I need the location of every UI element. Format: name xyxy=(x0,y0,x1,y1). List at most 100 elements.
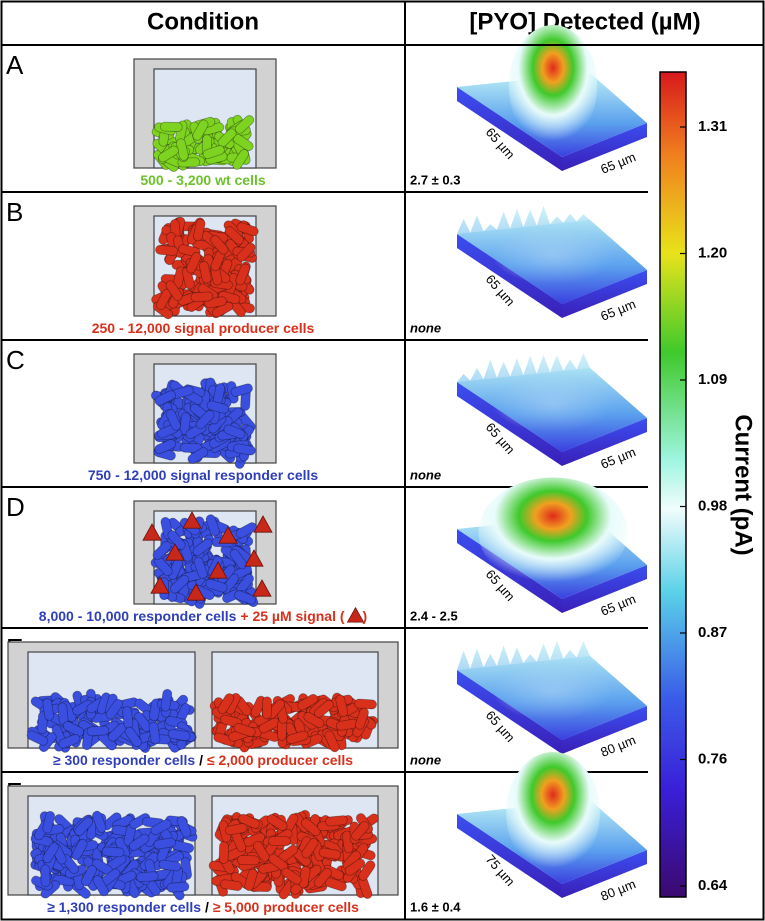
caption: ≥ 1,300 responder cells / ≥ 5,000 produc… xyxy=(47,899,359,915)
cell xyxy=(199,260,212,284)
signal-triangle xyxy=(150,576,170,594)
cell xyxy=(129,813,151,830)
cell xyxy=(192,218,206,242)
cell xyxy=(324,730,340,753)
cell-cluster xyxy=(150,514,259,610)
caption-part: 8,000 - 10,000 responder cells xyxy=(39,608,237,624)
cell xyxy=(224,823,248,836)
cell xyxy=(234,590,257,605)
caption: 500 - 3,200 wt cells xyxy=(140,172,266,188)
cell xyxy=(219,879,243,891)
row-letter: D xyxy=(6,492,25,522)
cell xyxy=(300,818,321,837)
signal-triangle xyxy=(346,606,365,623)
cell xyxy=(217,128,237,148)
caption-part: + 25 µM signal ( xyxy=(236,608,344,624)
surface-front-side xyxy=(562,565,647,613)
cell xyxy=(224,226,244,245)
cell xyxy=(344,858,366,876)
colorbar-tick-label: 1.09 xyxy=(698,371,727,388)
surface-left-side xyxy=(457,670,562,754)
cell xyxy=(223,424,246,439)
signal-triangle xyxy=(186,583,206,601)
cell xyxy=(167,530,186,550)
colorbar-tick-label: 0.76 xyxy=(698,750,727,767)
cell xyxy=(262,696,272,720)
cell xyxy=(124,726,142,748)
surface-left-side xyxy=(457,234,562,318)
cell xyxy=(74,816,94,836)
cell xyxy=(205,514,220,537)
cell-cluster xyxy=(30,810,198,901)
caption-part: ) xyxy=(363,608,368,624)
cell xyxy=(187,447,209,464)
surface-peak xyxy=(478,477,628,588)
cell xyxy=(234,115,255,134)
cell xyxy=(266,814,288,831)
surface-peak xyxy=(508,25,598,147)
cell xyxy=(101,846,125,858)
cell xyxy=(195,410,215,430)
cell xyxy=(202,145,225,160)
surface-front-side xyxy=(562,123,647,171)
signal-triangle xyxy=(208,561,228,579)
cell xyxy=(238,813,260,829)
pyo-value: none xyxy=(410,320,441,335)
cell xyxy=(286,730,309,745)
cell xyxy=(165,409,182,431)
cell xyxy=(313,867,332,888)
cell xyxy=(135,871,159,883)
cell xyxy=(159,121,183,132)
colorbar-tick-label: 1.20 xyxy=(698,244,727,261)
surface-front-side xyxy=(562,270,647,318)
cell xyxy=(244,868,258,891)
cell xyxy=(281,867,302,885)
cell xyxy=(193,556,208,579)
surface-left-side xyxy=(457,87,562,171)
signal-triangle xyxy=(252,579,272,597)
cell xyxy=(213,732,236,747)
cell xyxy=(40,864,51,888)
cell-cluster xyxy=(209,692,378,753)
cell xyxy=(176,815,192,838)
caption-part: 500 - 3,200 wt cells xyxy=(140,172,266,188)
cell xyxy=(230,383,253,397)
pyo-value: 2.4 - 2.5 xyxy=(410,608,458,623)
surface-front-side xyxy=(562,850,647,898)
cell xyxy=(313,699,334,718)
cell xyxy=(250,695,266,718)
colorbar-tick-label: 1.31 xyxy=(698,118,727,135)
row-letter: B xyxy=(6,197,23,227)
signal-triangle xyxy=(165,543,185,561)
cell xyxy=(169,574,190,594)
cell xyxy=(358,860,376,881)
caption-part: / xyxy=(201,899,213,915)
pyo-value: 1.6 ± 0.4 xyxy=(410,899,461,914)
pyo-value: none xyxy=(410,752,441,767)
cell xyxy=(155,244,178,256)
signal-triangle xyxy=(253,515,273,533)
cell xyxy=(301,837,319,859)
cell xyxy=(186,251,202,274)
cell xyxy=(318,847,342,860)
cell xyxy=(235,263,251,286)
cell xyxy=(179,412,191,435)
cell xyxy=(105,699,124,720)
cell xyxy=(150,819,172,836)
cell xyxy=(335,694,349,718)
cell xyxy=(192,538,213,557)
cell xyxy=(233,722,256,737)
signal-triangle xyxy=(244,549,264,567)
cell xyxy=(354,698,377,710)
row-letter: C xyxy=(6,345,25,375)
cell xyxy=(252,840,270,862)
caption-part: ≥ 300 responder cells xyxy=(53,752,196,768)
caption: 750 - 12,000 signal responder cells xyxy=(88,467,319,483)
cell xyxy=(158,145,179,163)
cell xyxy=(152,540,172,560)
cell xyxy=(233,443,256,456)
cell xyxy=(166,881,190,893)
surface-noise xyxy=(457,353,647,452)
